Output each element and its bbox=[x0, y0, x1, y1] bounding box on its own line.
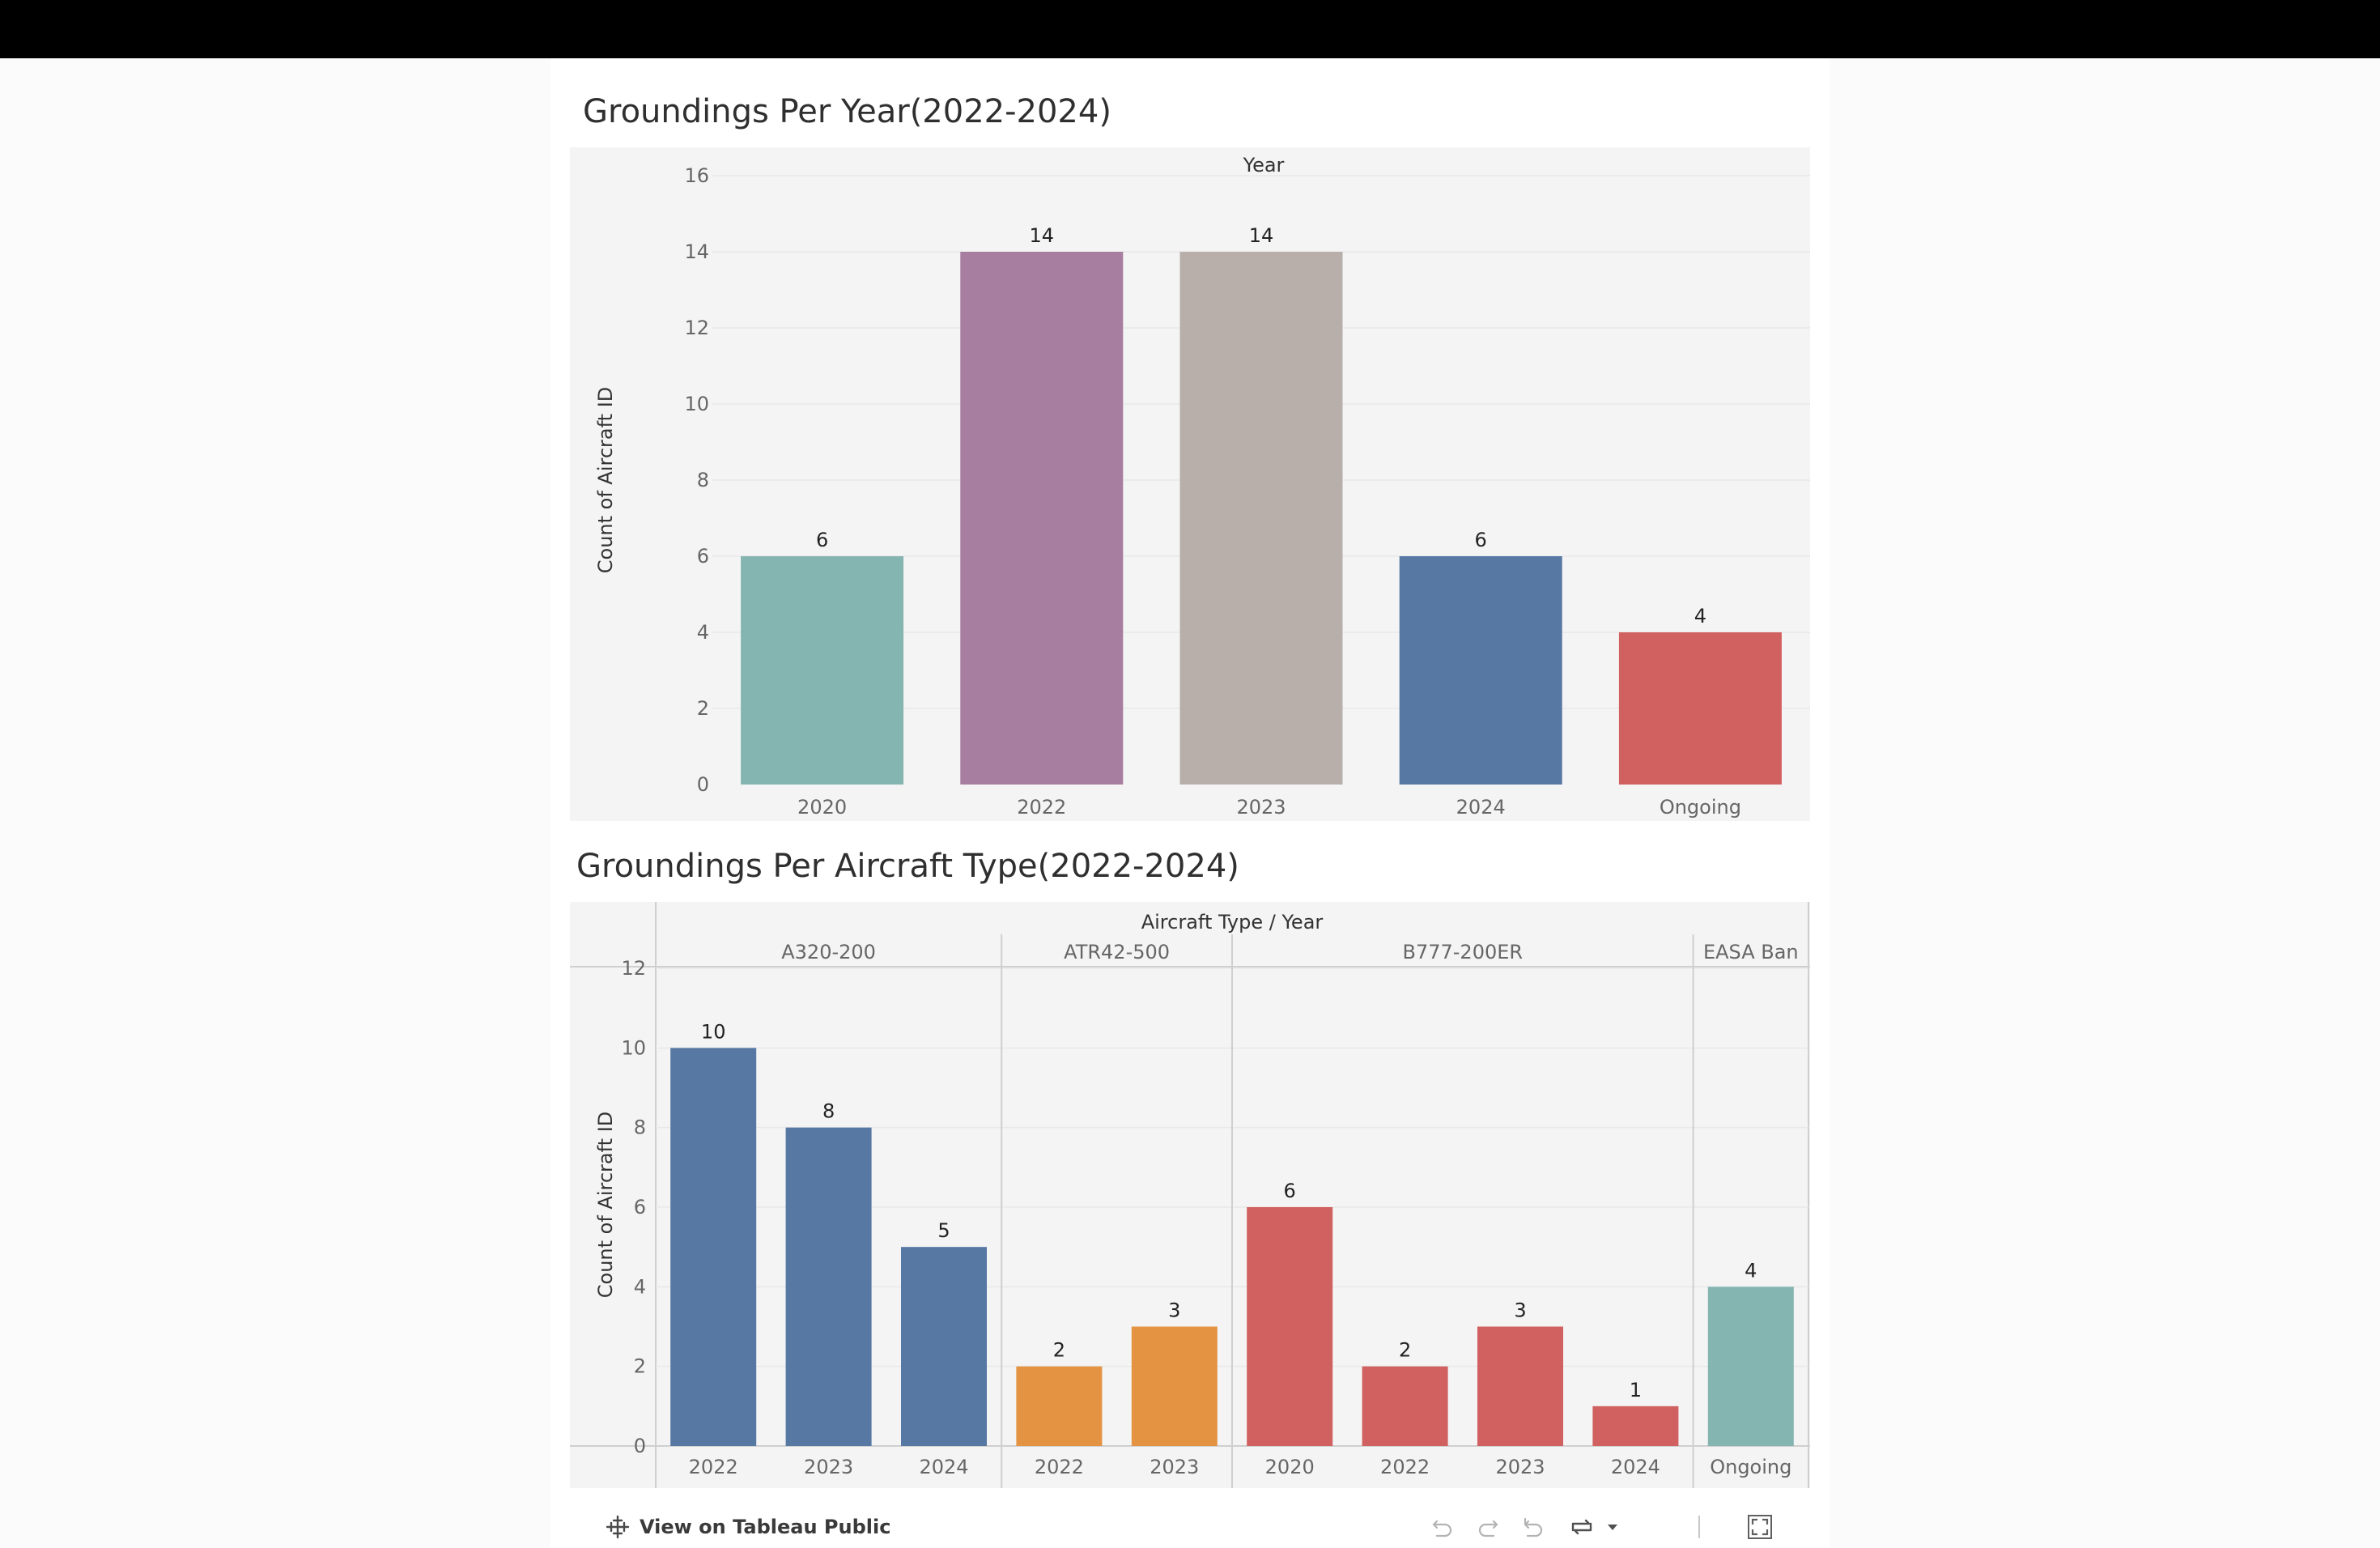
data-label: 6 bbox=[1284, 1180, 1296, 1202]
y-tick-label: 4 bbox=[634, 1275, 646, 1298]
redo-icon bbox=[1478, 1520, 1498, 1537]
toolbar-separator bbox=[1698, 1516, 1700, 1538]
x-tick-label: Ongoing bbox=[1660, 796, 1741, 819]
bar bbox=[1131, 1326, 1218, 1446]
y-tick-label: 12 bbox=[621, 957, 646, 980]
bar bbox=[1399, 556, 1562, 785]
chart-title-per-year: Groundings Per Year(2022-2024) bbox=[583, 93, 1111, 130]
undo-icon bbox=[1432, 1520, 1452, 1537]
y-tick-label: 6 bbox=[697, 545, 709, 568]
refresh-dropdown-button[interactable] bbox=[1601, 1512, 1624, 1542]
bar bbox=[960, 252, 1124, 785]
y-tick-label: 10 bbox=[621, 1036, 646, 1059]
y-axis-label: Count of Aircraft ID bbox=[594, 387, 617, 573]
y-tick-label: 2 bbox=[634, 1355, 646, 1378]
y-tick-label: 4 bbox=[697, 621, 709, 644]
bar bbox=[785, 1127, 872, 1446]
bar bbox=[1618, 632, 1782, 785]
group-header: B777-200ER bbox=[1403, 941, 1524, 963]
data-label: 4 bbox=[1745, 1259, 1757, 1282]
tableau-logo-icon bbox=[606, 1515, 630, 1539]
refresh-button[interactable] bbox=[1566, 1512, 1598, 1542]
y-tick-label: 14 bbox=[684, 240, 709, 263]
data-label: 3 bbox=[1168, 1299, 1180, 1322]
y-tick-label: 0 bbox=[634, 1435, 646, 1457]
view-on-tableau-public-label: View on Tableau Public bbox=[640, 1516, 891, 1538]
data-label: 2 bbox=[1399, 1339, 1411, 1362]
dashboard: Groundings Per Year(2022-2024) Year 0 2 4 6 8… bbox=[550, 58, 1830, 1506]
x-tick-label: 2023 bbox=[1495, 1456, 1545, 1478]
data-label: 14 bbox=[1030, 224, 1055, 247]
bar bbox=[1477, 1326, 1563, 1446]
top-black-bar bbox=[0, 0, 2380, 58]
y-tick-label: 2 bbox=[697, 697, 709, 720]
x-tick-label: 2023 bbox=[1150, 1456, 1199, 1478]
data-label: 1 bbox=[1630, 1379, 1642, 1401]
bar bbox=[1016, 1366, 1103, 1446]
fullscreen-button[interactable] bbox=[1744, 1512, 1776, 1542]
bar bbox=[670, 1048, 757, 1446]
y-tick-label: 8 bbox=[697, 469, 709, 491]
x-tick-label: 2024 bbox=[1611, 1456, 1660, 1478]
data-label: 14 bbox=[1249, 224, 1274, 247]
revert-icon bbox=[1524, 1517, 1543, 1537]
view-on-tableau-public-link[interactable]: View on Tableau Public bbox=[606, 1512, 890, 1542]
x-tick-label: 2022 bbox=[1017, 796, 1066, 819]
group-header: ATR42-500 bbox=[1064, 941, 1170, 963]
x-tick-label: 2024 bbox=[1456, 796, 1506, 819]
y-tick-label: 16 bbox=[684, 164, 709, 187]
x-tick-label: 2023 bbox=[1236, 796, 1286, 819]
data-label: 8 bbox=[822, 1100, 835, 1123]
column-header: Aircraft Type / Year bbox=[1141, 911, 1324, 933]
undo-button[interactable] bbox=[1426, 1512, 1459, 1542]
bar bbox=[1592, 1406, 1679, 1446]
data-label: 10 bbox=[701, 1020, 726, 1043]
bar bbox=[1247, 1207, 1333, 1446]
bar bbox=[1362, 1366, 1448, 1446]
group-header: A320-200 bbox=[781, 941, 876, 963]
data-label: 4 bbox=[1694, 605, 1706, 627]
data-label: 6 bbox=[1475, 529, 1487, 551]
fullscreen-icon bbox=[1748, 1515, 1772, 1539]
x-tick-label: 2020 bbox=[797, 796, 847, 819]
bar bbox=[901, 1247, 987, 1446]
data-label: 3 bbox=[1514, 1299, 1526, 1322]
x-tick-label: 2022 bbox=[1380, 1456, 1430, 1478]
redo-button[interactable] bbox=[1472, 1512, 1504, 1542]
y-tick-label: 8 bbox=[634, 1116, 646, 1139]
bar bbox=[1707, 1286, 1794, 1446]
data-label: 6 bbox=[816, 529, 828, 551]
y-tick-label: 0 bbox=[697, 773, 709, 796]
y-axis-label: Count of Aircraft ID bbox=[594, 1112, 617, 1298]
x-tick-label: 2022 bbox=[689, 1456, 738, 1478]
dropdown-caret-icon bbox=[1608, 1525, 1617, 1530]
data-label: 2 bbox=[1053, 1339, 1065, 1362]
x-tick-label: 2023 bbox=[804, 1456, 853, 1478]
x-tick-label: 2022 bbox=[1035, 1456, 1084, 1478]
bar bbox=[741, 556, 904, 785]
refresh-icon bbox=[1571, 1519, 1592, 1535]
y-tick-label: 12 bbox=[684, 317, 709, 339]
chart-title-per-aircraft-type: Groundings Per Aircraft Type(2022-2024) bbox=[576, 848, 1239, 885]
revert-button[interactable] bbox=[1517, 1512, 1549, 1542]
y-tick-label: 10 bbox=[684, 393, 709, 415]
column-header: Year bbox=[1243, 154, 1285, 176]
group-header: EASA Ban bbox=[1703, 941, 1799, 963]
data-label: 5 bbox=[937, 1219, 950, 1242]
y-tick-label: 6 bbox=[634, 1196, 646, 1218]
x-tick-label: Ongoing bbox=[1710, 1456, 1791, 1478]
x-tick-label: 2024 bbox=[919, 1456, 968, 1478]
chart-per-year: Year 0 2 4 6 8 10 12 14 16 Count of Aircraft ID 6 20… bbox=[570, 147, 1810, 821]
tableau-toolbar: View on Tableau Public bbox=[550, 1506, 1830, 1548]
bar bbox=[1179, 252, 1343, 785]
x-tick-label: 2020 bbox=[1265, 1456, 1315, 1478]
